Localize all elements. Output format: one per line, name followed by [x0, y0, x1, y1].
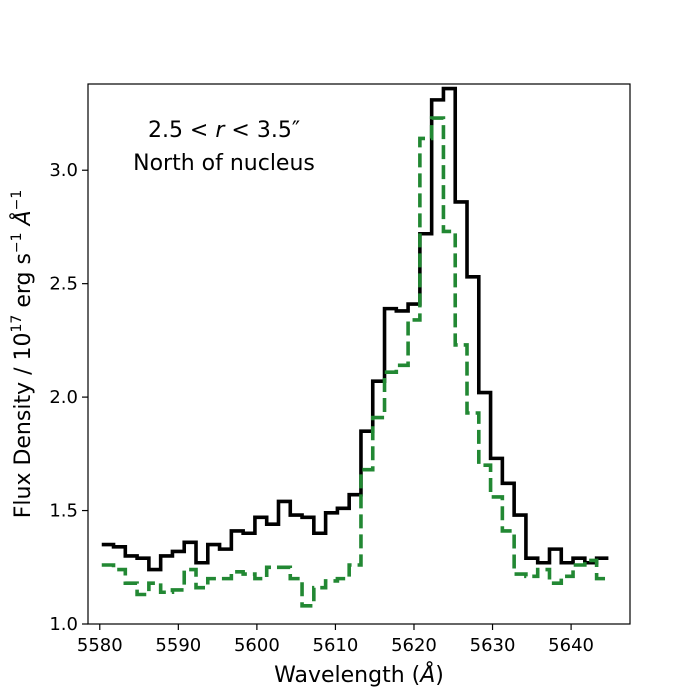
- x-tick-label: 5600: [234, 635, 280, 656]
- y-tick-label: 2.0: [49, 387, 78, 408]
- x-tick-label: 5590: [155, 635, 201, 656]
- x-tick-label: 5630: [470, 635, 516, 656]
- x-tick-label: 5610: [313, 635, 359, 656]
- y-tick-label: 1.5: [49, 501, 78, 522]
- y-tick-label: 2.5: [49, 274, 78, 295]
- y-axis-label: Flux Density / 1017 erg s−1 Å−1: [9, 190, 36, 519]
- annotation-radius: 2.5 < r < 3.5″: [148, 118, 300, 143]
- y-axis-ticks: 1.0 1.5 2.0 2.5 3.0: [49, 160, 88, 635]
- series-layer: [101, 86, 609, 608]
- y-tick-label: 1.0: [49, 614, 78, 635]
- x-tick-label: 5640: [548, 635, 594, 656]
- plot-frame: [87, 83, 631, 625]
- x-axis-ticks: 5580 5590 5600 5610 5620 5630 5640: [77, 624, 594, 656]
- x-tick-label: 5620: [391, 635, 437, 656]
- y-tick-label: 3.0: [49, 160, 78, 181]
- annotation-region: North of nucleus: [133, 151, 315, 176]
- x-axis-label: Wavelength (Å): [274, 661, 444, 688]
- x-tick-label: 5580: [77, 635, 123, 656]
- series-line-2: [101, 116, 609, 608]
- series-line-1: [101, 86, 609, 572]
